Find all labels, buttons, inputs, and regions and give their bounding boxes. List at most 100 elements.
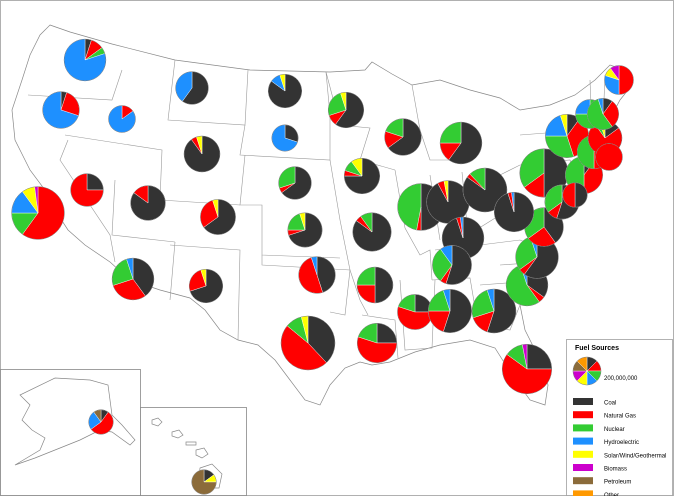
- pie-or: [42, 91, 80, 129]
- state-line: [64, 134, 241, 206]
- legend-label: Solar/Wind/Geothermal: [604, 453, 666, 459]
- pie-outline: [271, 124, 299, 152]
- pie-outline: [471, 288, 517, 334]
- pie-mi: [439, 121, 483, 165]
- pie-oh: [462, 167, 508, 213]
- pie-outline: [70, 173, 104, 207]
- legend-swatch: [573, 411, 593, 419]
- pie-outline: [356, 266, 394, 304]
- pie-ne: [278, 166, 312, 200]
- pie-co: [200, 199, 236, 235]
- pie-wy: [183, 135, 221, 173]
- pie-de: [562, 182, 588, 208]
- state-line: [329, 159, 369, 316]
- pie-outline: [494, 192, 534, 232]
- pie-nd: [268, 74, 302, 108]
- pie-outline: [191, 469, 217, 495]
- pie-outline: [428, 289, 472, 333]
- legend-swatch: [573, 398, 593, 405]
- state-line: [239, 154, 341, 259]
- alaska-outline: [14, 377, 136, 466]
- legend-swatch: [573, 490, 593, 496]
- pie-outline: [502, 344, 552, 394]
- pie-outline: [572, 356, 602, 386]
- legend-items: Coal Natural Gas Nuclear Hydroelectric Solar…: [573, 398, 666, 496]
- pie-outline: [88, 409, 114, 435]
- legend-swatch: [573, 477, 593, 485]
- pie-ia: [344, 158, 380, 194]
- state-pie-charts: [11, 38, 634, 495]
- legend-label: Coal: [604, 401, 616, 407]
- legend-label: Other: [604, 493, 619, 496]
- legend-size-sample-pie: [572, 356, 602, 386]
- pie-outline: [130, 185, 166, 221]
- pie-outline: [384, 118, 422, 156]
- pie-ak: [88, 409, 114, 435]
- state-line: [169, 241, 241, 341]
- pie-in: [426, 180, 470, 224]
- pie-al: [428, 289, 472, 333]
- pie-outline: [439, 121, 483, 165]
- pie-mo: [352, 212, 392, 252]
- pie-ms: [397, 294, 433, 330]
- pie-outline: [200, 199, 236, 235]
- pie-outline: [328, 92, 364, 128]
- island-maui: [195, 447, 209, 459]
- island-oahu: [171, 429, 184, 439]
- pie-tn: [432, 245, 472, 285]
- pie-sd: [271, 124, 299, 152]
- pie-outline: [11, 186, 65, 240]
- pie-mn: [328, 92, 364, 128]
- pie-wa: [63, 38, 107, 82]
- pie-outline: [63, 38, 107, 82]
- pie-ks: [287, 212, 323, 248]
- state-line: [167, 59, 249, 126]
- pie-outline: [287, 212, 323, 248]
- pie-outline: [462, 167, 508, 213]
- legend: Fuel Sources 200,000,000 Coal Natural Gas…: [566, 339, 673, 496]
- pie-outline: [175, 71, 209, 105]
- island-molokai: [185, 441, 197, 446]
- pie-nh: [587, 98, 619, 130]
- pie-outline: [298, 256, 336, 294]
- pie-outline: [280, 315, 336, 371]
- pie-outline: [189, 269, 223, 303]
- pie-az: [111, 257, 155, 301]
- pie-outline: [587, 98, 619, 130]
- pie-ok: [298, 256, 336, 294]
- legend-swatch: [573, 424, 593, 432]
- pie-outline: [42, 91, 80, 129]
- pie-outline: [183, 135, 221, 173]
- pie-ga: [471, 288, 517, 334]
- legend-size-label: 200,000,000: [604, 376, 638, 382]
- pie-hi: [191, 469, 217, 495]
- legend-swatch: [573, 450, 593, 458]
- pie-outline: [562, 182, 588, 208]
- pie-outline: [604, 65, 634, 95]
- pie-me: [604, 65, 634, 95]
- alaska-inset: [0, 369, 141, 496]
- legend-title: Fuel Sources: [575, 345, 619, 352]
- pie-ut: [130, 185, 166, 221]
- legend-label: Biomass: [604, 467, 627, 473]
- pie-mt: [175, 71, 209, 105]
- legend-label: Natural Gas: [604, 414, 636, 420]
- pie-id: [108, 105, 136, 133]
- pie-outline: [595, 143, 623, 171]
- pie-tx: [280, 315, 336, 371]
- pie-outline: [352, 212, 392, 252]
- legend-sample-pie: [572, 356, 602, 386]
- legend-label: Hydroelectric: [604, 440, 639, 446]
- pie-outline: [357, 323, 397, 363]
- state-line: [111, 179, 176, 243]
- pie-nm: [189, 269, 223, 303]
- legend-label: Nuclear: [604, 427, 625, 433]
- pie-nv: [70, 173, 104, 207]
- island-kauai: [151, 417, 163, 427]
- legend-swatch: [573, 464, 593, 471]
- pie-outline: [278, 166, 312, 200]
- pie-wv: [494, 192, 534, 232]
- pie-la: [357, 323, 397, 363]
- pie-ca: [11, 186, 65, 240]
